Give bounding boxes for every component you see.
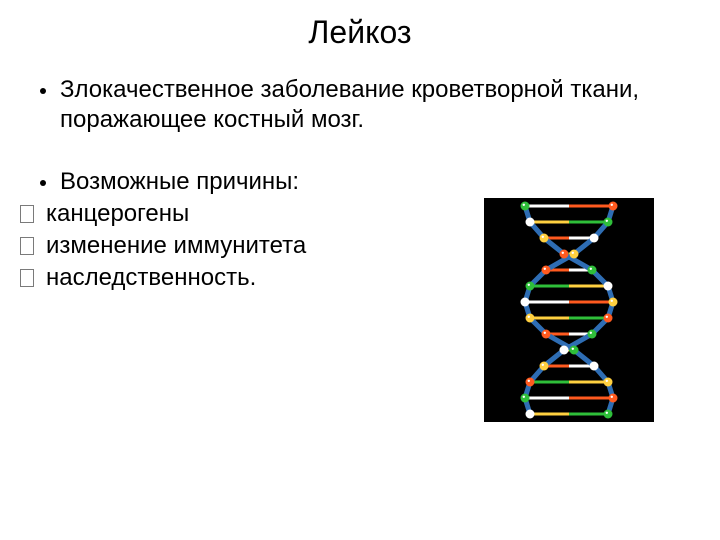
bullet-item: Злокачественное заболевание кроветворной…	[40, 75, 680, 135]
bullet-item: Возможные причины:	[40, 167, 680, 197]
sub-bullet-marker-icon	[20, 205, 34, 223]
bullet-marker-icon	[40, 180, 46, 186]
bullet-text: Возможные причины:	[60, 167, 299, 197]
bullet-marker-icon	[40, 88, 46, 94]
bullet-text: Злокачественное заболевание кроветворной…	[60, 75, 670, 135]
sub-bullet-text: наследственность.	[46, 263, 256, 293]
sub-bullet-marker-icon	[20, 237, 34, 255]
sub-bullet-text: канцерогены	[46, 199, 189, 229]
sub-bullet-text: изменение иммунитета	[46, 231, 306, 261]
slide-title: Лейкоз	[0, 0, 720, 51]
sub-bullet-marker-icon	[20, 269, 34, 287]
dna-helix-figure	[484, 198, 654, 422]
